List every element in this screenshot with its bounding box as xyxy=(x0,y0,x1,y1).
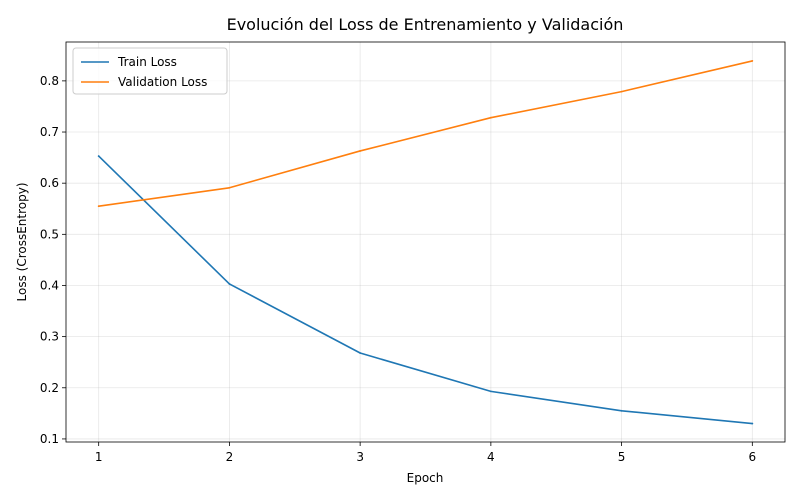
validation-loss-point xyxy=(228,186,231,189)
y-tick-label: 0.2 xyxy=(40,381,59,395)
plot-frame xyxy=(65,41,786,443)
validation-loss-point xyxy=(97,205,100,208)
train-loss-point xyxy=(359,352,362,354)
x-tick-label: 4 xyxy=(487,450,495,464)
y-tick-label: 0.7 xyxy=(40,125,59,139)
validation-loss-line xyxy=(98,60,753,207)
y-tick-label: 0.3 xyxy=(40,330,59,344)
validation-loss-point xyxy=(489,116,492,119)
x-axis-ticks: 1 2 3 4 5 6 xyxy=(95,442,756,464)
train-loss-point xyxy=(620,409,623,412)
train-loss-point xyxy=(228,283,231,285)
train-loss-point xyxy=(489,390,492,393)
x-tick-label: 5 xyxy=(618,450,626,464)
legend-box xyxy=(72,47,228,95)
train-loss-point xyxy=(97,155,100,157)
y-axis-ticks: 0.1 0.2 0.3 0.4 0.5 0.6 0.7 0.8 xyxy=(40,74,66,446)
grid-lines xyxy=(66,42,785,442)
x-tick-label: 2 xyxy=(226,450,234,464)
x-tick-label: 6 xyxy=(748,450,756,464)
chart-title: Evolución del Loss de Entrenamiento y Va… xyxy=(227,15,624,34)
validation-loss-point xyxy=(751,60,754,62)
x-axis-label: Epoch xyxy=(407,471,444,485)
validation-loss-legend-label: Validation Loss xyxy=(118,75,207,89)
y-axis-label: Loss (CrossEntropy) xyxy=(15,182,29,301)
train-loss-line xyxy=(98,155,753,425)
y-tick-label: 0.8 xyxy=(40,74,59,88)
x-tick-label: 1 xyxy=(95,450,103,464)
legend: Train Loss Validation Loss xyxy=(72,47,228,95)
validation-loss-point xyxy=(620,90,623,93)
y-tick-label: 0.4 xyxy=(40,278,59,292)
y-tick-label: 0.1 xyxy=(40,432,59,446)
train-loss-legend-label: Train Loss xyxy=(117,55,177,69)
train-loss-point xyxy=(751,422,754,425)
x-tick-label: 3 xyxy=(356,450,364,464)
y-tick-label: 0.5 xyxy=(40,227,59,241)
series-lines xyxy=(97,60,754,425)
validation-loss-point xyxy=(359,150,362,152)
y-tick-label: 0.6 xyxy=(40,176,59,190)
